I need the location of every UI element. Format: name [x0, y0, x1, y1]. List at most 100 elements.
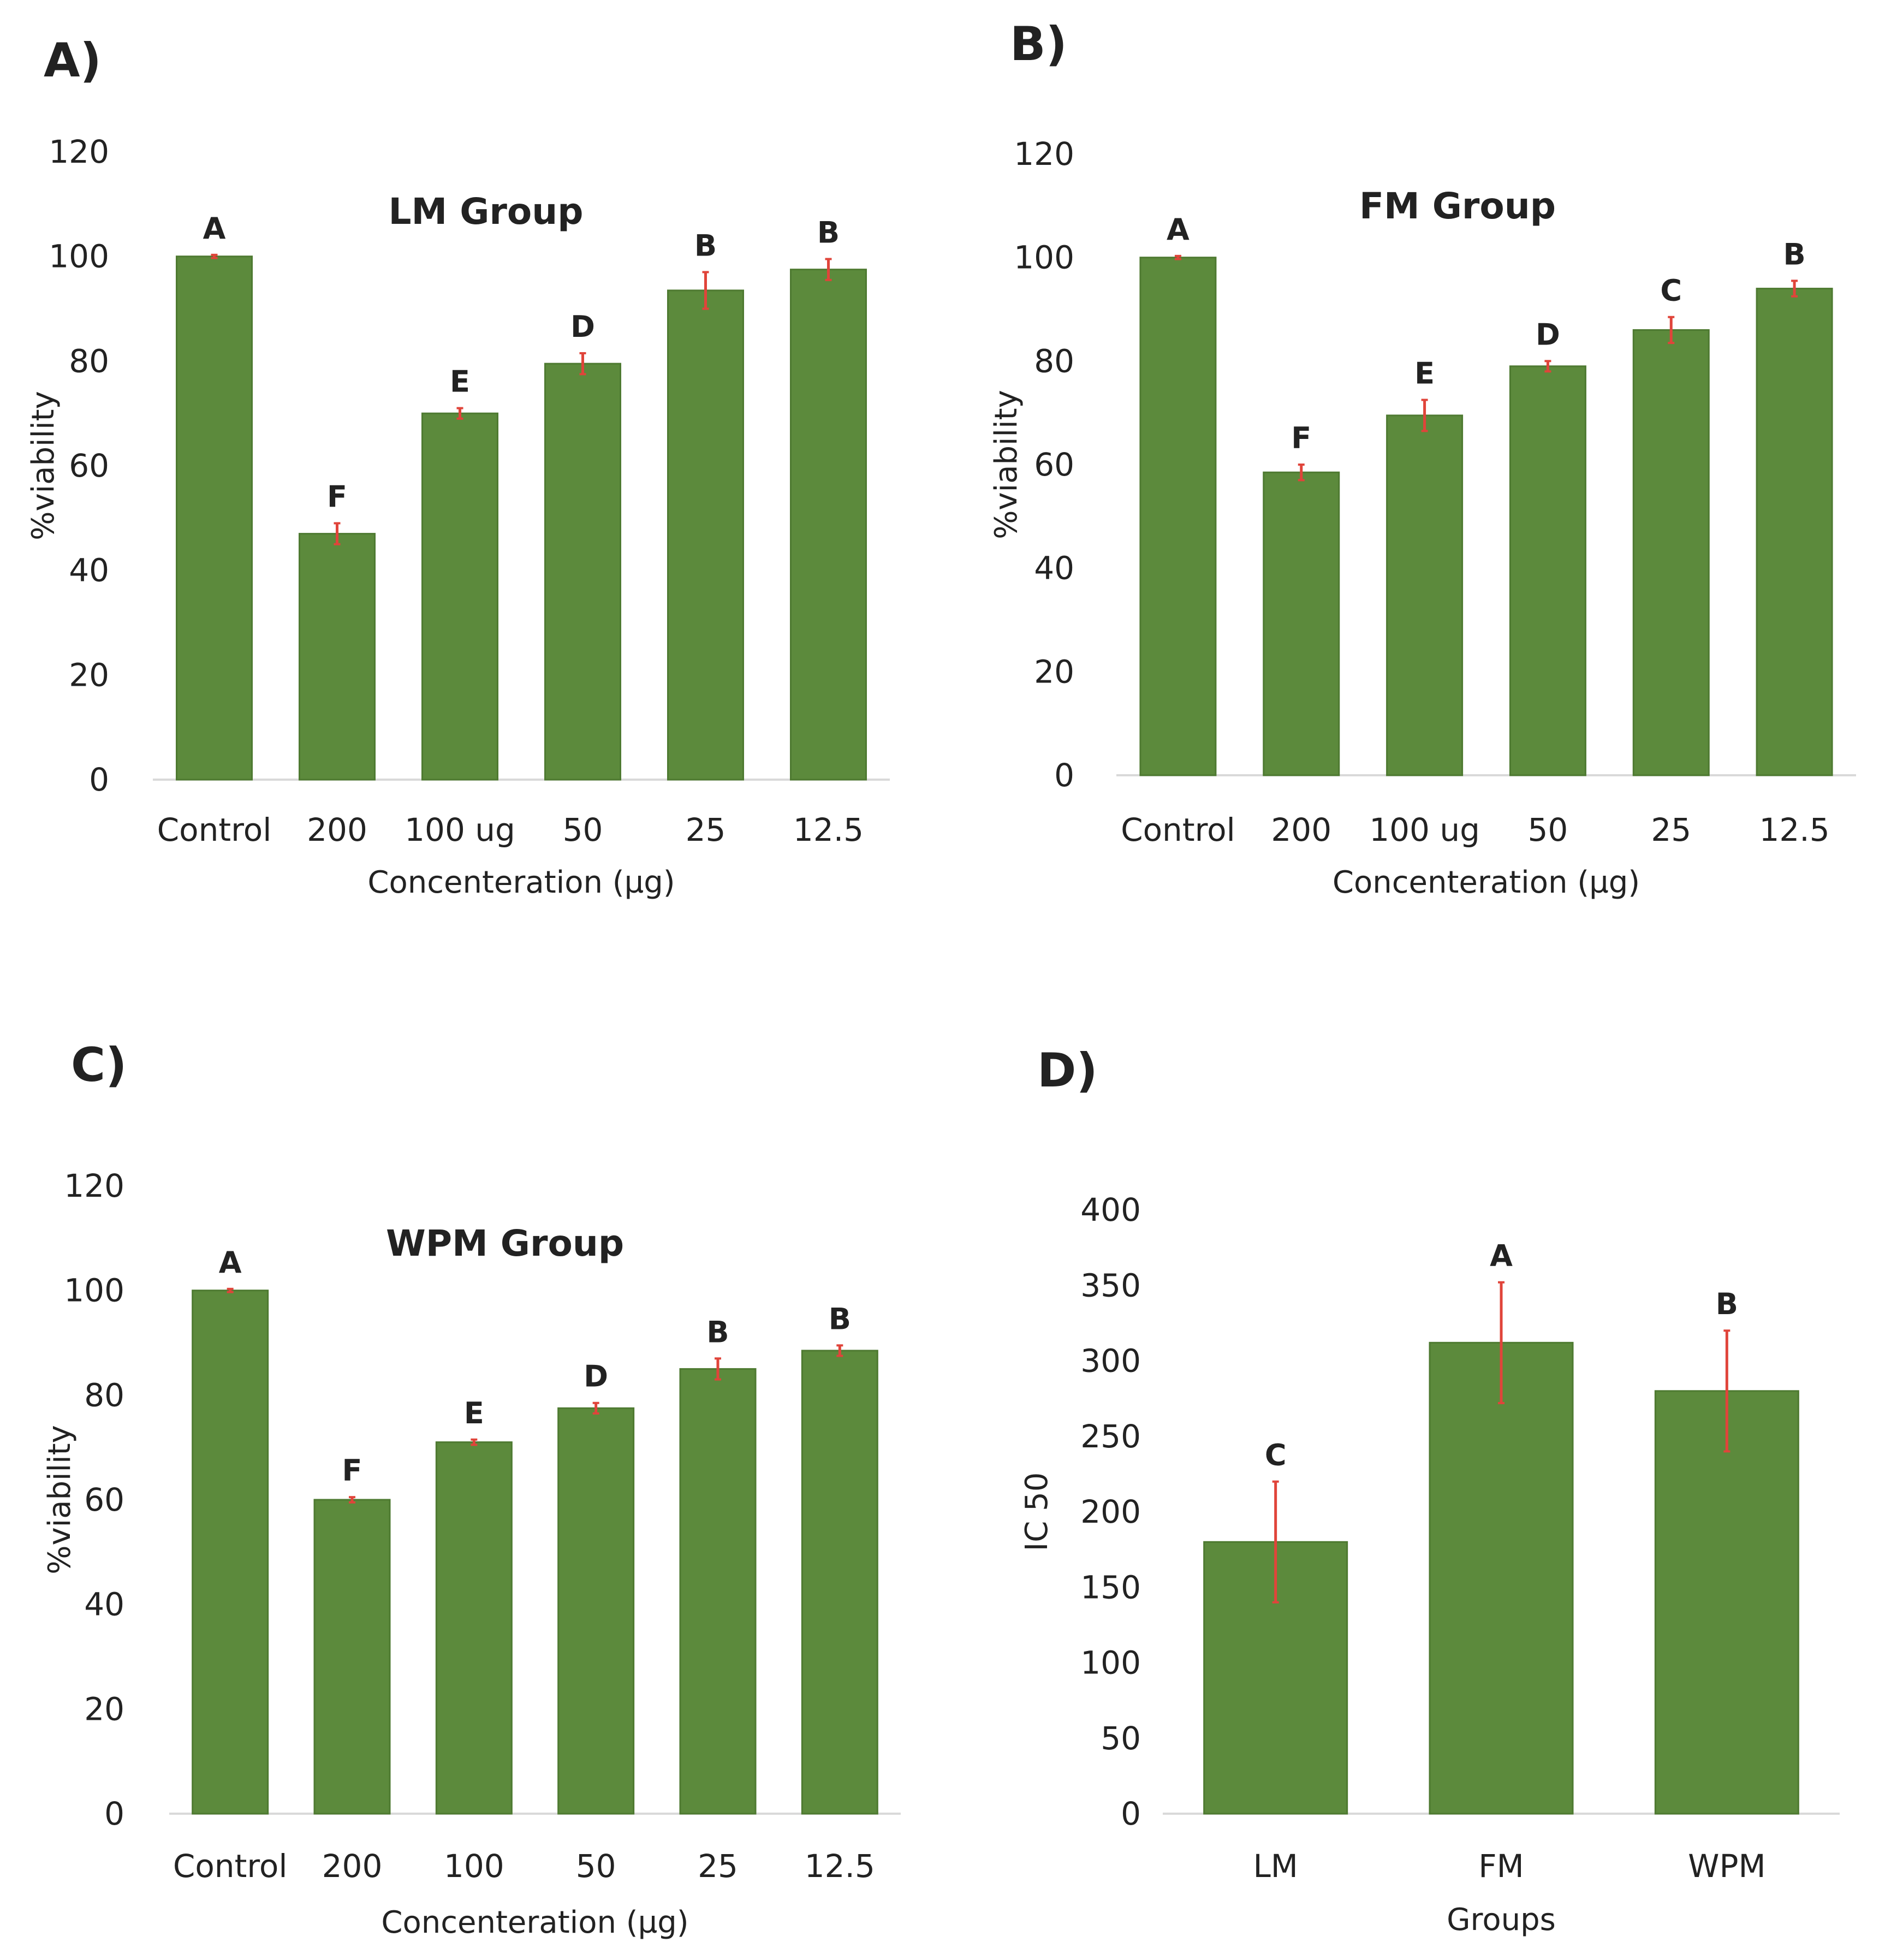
significance-label: A [1167, 212, 1190, 247]
y-tick-label: 100 [49, 238, 109, 275]
bar [790, 269, 867, 781]
panel-label: B) [1010, 17, 1067, 72]
x-tick-label: 25 [1651, 811, 1691, 848]
significance-label: F [327, 479, 347, 514]
x-tick-label: 50 [563, 811, 603, 848]
y-tick-label: 60 [1034, 446, 1074, 483]
bar [557, 1407, 635, 1815]
y-tick-label: 350 [1080, 1267, 1141, 1304]
x-tick-label: 12.5 [793, 811, 864, 848]
bar [1632, 329, 1710, 776]
significance-label: A [1490, 1239, 1513, 1273]
y-tick-label: 0 [1054, 757, 1074, 794]
chart-title: FM Group [1359, 185, 1556, 227]
panel-label: C) [71, 1038, 127, 1092]
x-axis-title: Concenteration (µg) [1333, 865, 1640, 900]
y-tick-label: 100 [64, 1272, 124, 1309]
y-axis-title: %viability [989, 390, 1024, 539]
bar [544, 363, 621, 781]
significance-label: C [1660, 274, 1682, 308]
bar [421, 412, 498, 781]
y-tick-label: 80 [69, 342, 109, 379]
y-tick-label: 200 [1080, 1493, 1141, 1530]
significance-label: D [570, 310, 595, 344]
chart-panel-d: D) 0 50 100 150 200 250 300 350 400 IC 50 C LM A FM B WP… [1019, 1043, 1840, 1938]
chart-title: LM Group [388, 191, 583, 233]
significance-label: B [829, 1302, 851, 1336]
x-tick-label: 100 ug [1369, 811, 1480, 848]
y-tick-label: 50 [1101, 1720, 1141, 1757]
significance-label: B [1716, 1287, 1738, 1321]
x-axis-title: Groups [1447, 1902, 1556, 1938]
y-axis-title: IC 50 [1019, 1472, 1055, 1552]
bar [313, 1499, 391, 1815]
significance-label: B [706, 1315, 729, 1349]
chart-panel-a: A) LM Group 0 20 40 60 80 100 120 %viability A Cont… [26, 33, 890, 900]
x-tick-label: 200 [322, 1848, 383, 1885]
y-tick-label: 80 [1034, 342, 1074, 379]
y-tick-label: 0 [1121, 1795, 1141, 1832]
x-axis-title: Concenteration (µg) [367, 865, 675, 900]
x-axis-title: Concenteration (µg) [381, 1905, 688, 1940]
bar [192, 1290, 269, 1815]
bar [435, 1441, 513, 1815]
chart-panel-b: B) FM Group 0 20 40 60 80 100 120 %viability A Cont… [989, 17, 1856, 900]
significance-label: F [342, 1453, 362, 1488]
x-tick-label: Control [157, 811, 272, 848]
significance-label: B [694, 228, 717, 263]
y-tick-label: 20 [84, 1690, 124, 1727]
y-axis-title: %viability [26, 391, 61, 541]
significance-label: B [1783, 237, 1805, 271]
y-tick-label: 120 [1014, 135, 1074, 173]
bar [1263, 471, 1340, 776]
significance-label: F [1291, 421, 1311, 455]
y-tick-label: 20 [69, 656, 109, 693]
x-tick-label: WPM [1688, 1848, 1765, 1885]
y-tick-label: 400 [1080, 1191, 1141, 1228]
x-tick-label: FM [1478, 1848, 1524, 1885]
y-tick-label: 40 [84, 1586, 124, 1623]
y-tick-label: 100 [1014, 239, 1074, 276]
y-tick-label: 60 [84, 1481, 124, 1518]
bar [1429, 1341, 1574, 1815]
significance-label: C [1265, 1438, 1287, 1472]
panel-label: A) [44, 33, 102, 88]
y-tick-label: 150 [1080, 1569, 1141, 1606]
bar [667, 289, 744, 781]
y-tick-label: 100 [1080, 1644, 1141, 1682]
significance-label: E [450, 365, 470, 399]
bar [1139, 257, 1217, 776]
x-tick-label: 25 [698, 1848, 738, 1885]
bar [176, 256, 253, 781]
x-tick-label: Control [1121, 811, 1235, 848]
significance-label: E [1414, 356, 1435, 390]
x-tick-label: 50 [1528, 811, 1568, 848]
bar [299, 533, 376, 781]
y-tick-label: 120 [64, 1167, 124, 1204]
x-tick-label: Control [173, 1848, 288, 1885]
x-tick-label: 12.5 [1759, 811, 1830, 848]
y-tick-label: 250 [1080, 1418, 1141, 1455]
y-tick-label: 40 [1034, 550, 1074, 587]
y-tick-label: 0 [104, 1795, 124, 1832]
x-tick-label: 200 [307, 811, 367, 848]
bar [679, 1368, 757, 1815]
y-tick-label: 120 [49, 133, 109, 170]
y-tick-label: 40 [69, 552, 109, 589]
y-tick-label: 60 [69, 447, 109, 484]
y-tick-label: 300 [1080, 1343, 1141, 1380]
bar [1654, 1390, 1799, 1815]
significance-label: D [1536, 317, 1560, 352]
significance-label: D [584, 1359, 608, 1394]
x-tick-label: 100 [444, 1848, 504, 1885]
x-tick-label: 200 [1271, 811, 1331, 848]
x-tick-label: 12.5 [805, 1848, 875, 1885]
y-tick-label: 20 [1034, 653, 1074, 690]
x-tick-label: 50 [576, 1848, 616, 1885]
chart-title: WPM Group [386, 1222, 624, 1264]
bar [801, 1350, 878, 1815]
bar [1756, 288, 1833, 776]
significance-label: A [219, 1245, 242, 1280]
bar [1509, 365, 1586, 776]
